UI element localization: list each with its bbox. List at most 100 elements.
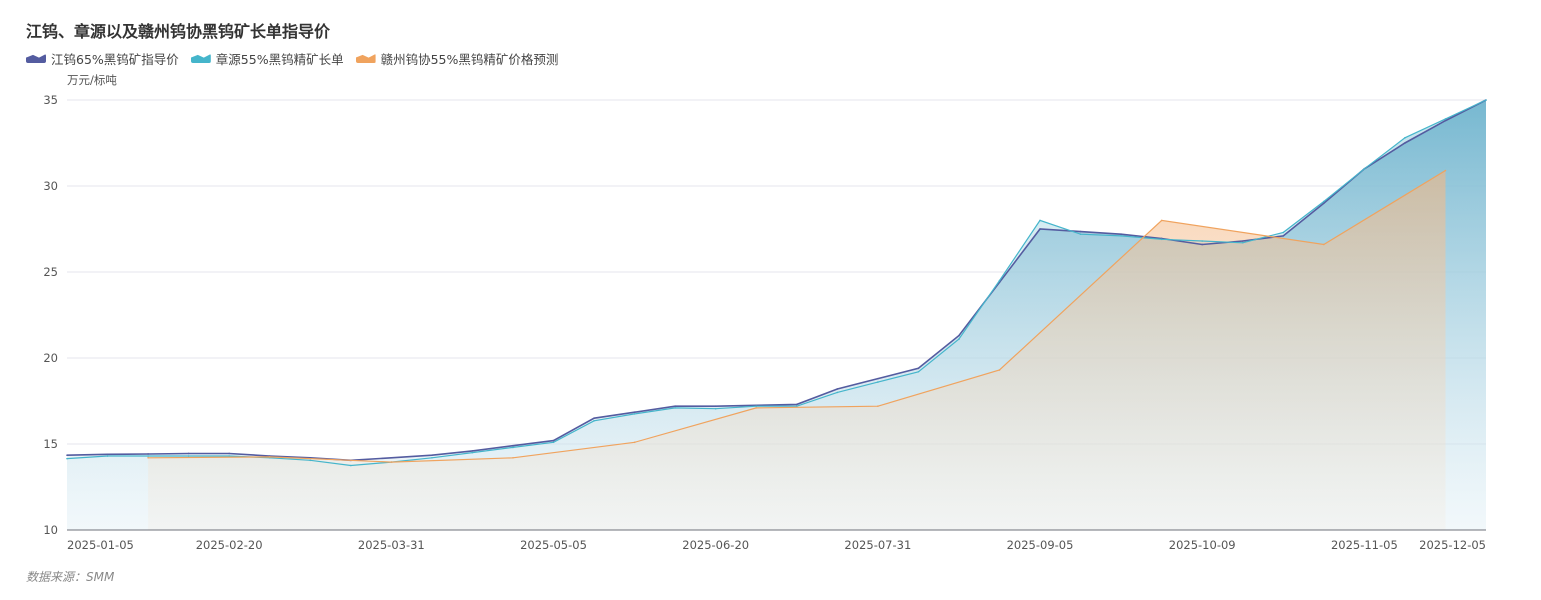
data-point <box>1079 233 1082 235</box>
data-point <box>1404 142 1406 144</box>
legend: 江钨65%黑钨矿指导价 章源55%黑钨精矿长单 赣州钨协55%黑钨精矿价格预测 <box>26 49 558 68</box>
y-tick-label: 15 <box>43 437 58 451</box>
data-point <box>552 439 555 442</box>
x-tick-label: 2025-07-31 <box>844 538 911 552</box>
data-point <box>593 419 595 422</box>
data-point <box>1120 233 1122 235</box>
data-point <box>1444 169 1447 172</box>
data-point <box>755 407 758 409</box>
series-line-1 <box>66 99 1487 467</box>
data-point <box>1039 219 1041 222</box>
legend-item-zhangyuan[interactable]: 章源55%黑钨精矿长单 <box>190 49 344 68</box>
data-point <box>1079 230 1082 233</box>
data-point <box>66 457 68 460</box>
data-point <box>309 459 312 462</box>
x-tick-label: 2025-01-05 <box>67 538 134 552</box>
data-point <box>147 456 149 459</box>
y-axis-unit: 万元/标吨 <box>67 73 117 87</box>
data-point <box>836 391 839 394</box>
x-tick-label: 2025-12-05 <box>1419 538 1486 552</box>
data-point <box>1444 119 1447 122</box>
legend-label: 江钨65%黑钨矿指导价 <box>51 52 179 67</box>
data-point <box>877 377 879 380</box>
data-point <box>106 455 109 457</box>
data-point <box>1201 243 1203 246</box>
data-point <box>1323 243 1325 246</box>
data-point <box>147 453 149 455</box>
data-point <box>795 405 798 407</box>
data-point <box>1160 219 1163 222</box>
y-tick-label: 35 <box>43 93 58 107</box>
data-point <box>633 413 636 415</box>
data-point <box>1282 231 1285 234</box>
legend-label: 赣州钨协55%黑钨精矿价格预测 <box>380 52 559 67</box>
data-point <box>633 411 636 413</box>
x-tick-label: 2025-10-09 <box>1169 538 1236 552</box>
data-point <box>390 461 393 463</box>
legend-swatch-icon <box>26 54 46 63</box>
x-tick-label: 2025-05-05 <box>520 538 587 552</box>
data-point <box>674 407 676 409</box>
data-point <box>1485 99 1487 101</box>
chart-title: 江钨、章源以及赣州钨协黑钨矿长单指导价 <box>26 22 331 41</box>
legend-item-jiangwu[interactable]: 江钨65%黑钨矿指导价 <box>26 49 179 68</box>
y-tick-label: 25 <box>43 265 58 279</box>
data-point <box>1444 118 1447 120</box>
data-point <box>431 454 433 456</box>
data-point <box>674 405 676 407</box>
data-point <box>187 452 190 455</box>
data-point <box>1201 240 1203 242</box>
legend-item-ganzhou[interactable]: 赣州钨协55%黑钨精矿价格预测 <box>355 49 559 68</box>
data-point <box>1363 168 1366 170</box>
x-tick-label: 2025-02-20 <box>196 538 263 552</box>
data-point <box>917 367 920 370</box>
series-area-2 <box>148 170 1446 530</box>
x-tick-label: 2025-03-31 <box>358 538 425 552</box>
data-point <box>512 446 514 449</box>
data-point <box>1241 241 1244 244</box>
data-point <box>917 370 920 373</box>
x-tick-label: 2025-11-05 <box>1331 538 1398 552</box>
data-point <box>836 388 839 390</box>
x-tick-label: 2025-09-05 <box>1007 538 1074 552</box>
series-line-0 <box>66 99 1487 462</box>
data-point <box>471 450 474 452</box>
data-point <box>147 455 149 457</box>
data-point <box>958 334 960 337</box>
data-point <box>268 456 271 458</box>
x-tick-label: 2025-06-20 <box>682 538 749 552</box>
data-point <box>1404 137 1406 139</box>
data-point <box>714 405 717 407</box>
data-point <box>512 456 514 459</box>
data-point <box>998 369 1001 371</box>
data-point <box>228 452 230 455</box>
data-point <box>958 338 960 340</box>
data-point <box>350 464 352 467</box>
data-point <box>187 455 190 457</box>
data-point <box>1323 200 1325 203</box>
data-point <box>633 441 636 444</box>
legend-swatch-icon <box>355 54 376 63</box>
data-point <box>714 407 717 410</box>
data-point <box>1039 228 1041 230</box>
data-point <box>877 381 879 383</box>
data-point <box>471 451 474 454</box>
data-point <box>106 453 109 456</box>
data-point <box>552 441 555 444</box>
data-point <box>593 417 595 420</box>
data-point <box>998 279 1001 282</box>
data-point <box>512 444 514 447</box>
data-point <box>1241 240 1244 242</box>
legend-label: 章源55%黑钨精矿长单 <box>215 52 344 67</box>
data-source: 数据来源：SMM <box>26 570 115 584</box>
y-tick-label: 10 <box>43 523 58 537</box>
data-point <box>1120 235 1122 237</box>
y-tick-label: 20 <box>43 351 58 365</box>
data-point <box>228 455 230 457</box>
data-point <box>431 456 433 459</box>
data-point <box>1160 238 1163 241</box>
data-point <box>390 456 393 459</box>
data-point <box>1282 235 1285 237</box>
data-point <box>877 405 879 407</box>
